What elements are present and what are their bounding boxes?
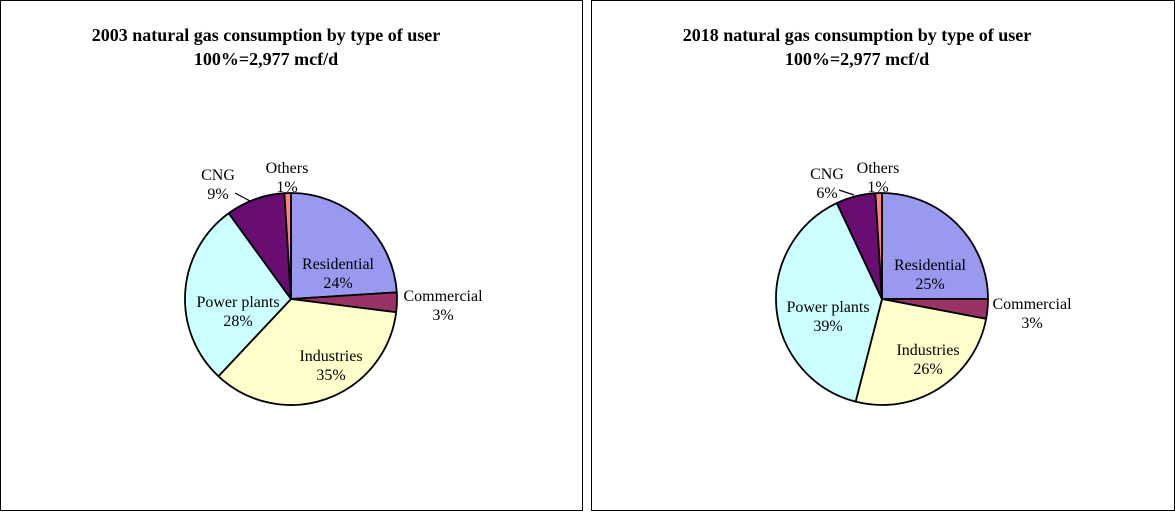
pie-slice-industries bbox=[854, 298, 988, 406]
pie-slice-residential bbox=[881, 192, 989, 300]
slice-label-power-plants: Power plants 28% bbox=[196, 294, 279, 330]
chart-title-line1: 2018 natural gas consumption by type of … bbox=[682, 25, 1032, 45]
pie-slice-industries bbox=[217, 298, 398, 406]
chart-panel-2003: 2003 natural gas consumption by type of … bbox=[0, 0, 583, 511]
slice-label-residential: Residential 25% bbox=[894, 257, 967, 293]
pie-chart-2003: Residential 24% Commercial 3% Industries 35% P… bbox=[184, 160, 483, 406]
slice-label-commercial: Commercial 3% bbox=[992, 296, 1072, 332]
pie-slice-power-plants bbox=[184, 212, 292, 378]
chart-subtitle: 100%=2,977 mcf/d bbox=[193, 49, 339, 69]
slice-label-others: Others 1% bbox=[857, 160, 900, 196]
chart-title-2018: 2018 natural gas consumption by type of … bbox=[592, 23, 1122, 71]
chart-title-line1: 2003 natural gas consumption by type of … bbox=[91, 25, 441, 45]
chart-subtitle: 100%=2,977 mcf/d bbox=[784, 49, 930, 69]
slice-label-others: Others 1% bbox=[266, 160, 309, 196]
pie-slice-others bbox=[283, 192, 292, 300]
slice-label-industries: Industries 26% bbox=[896, 342, 959, 378]
leader-line-cng bbox=[838, 189, 855, 196]
pie-chart-2018: Residential 25% Commercial 3% Industries 26% P… bbox=[775, 160, 1072, 406]
pie-slice-others bbox=[874, 192, 883, 300]
pie-slice-residential bbox=[290, 192, 398, 300]
slice-label-industries: Industries 35% bbox=[299, 348, 362, 384]
slice-label-residential: Residential 24% bbox=[302, 256, 375, 292]
leader-line-cng bbox=[234, 192, 251, 202]
slice-label-commercial: Commercial 3% bbox=[403, 288, 483, 324]
chart-panel-2018: 2018 natural gas consumption by type of … bbox=[591, 0, 1175, 511]
chart-title-2003: 2003 natural gas consumption by type of … bbox=[1, 23, 531, 71]
slice-label-power-plants: Power plants 39% bbox=[786, 299, 869, 335]
slice-label-cng: CNG 6% bbox=[810, 166, 844, 202]
pie-slice-power-plants bbox=[775, 202, 883, 403]
slice-label-cng: CNG 9% bbox=[201, 167, 235, 203]
